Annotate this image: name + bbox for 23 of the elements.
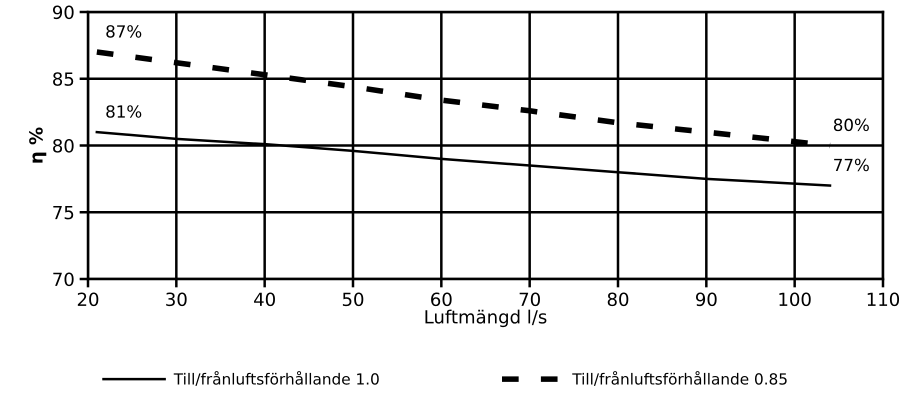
x-tick-label: 100 [779, 292, 811, 306]
data-label: 87% [106, 25, 142, 38]
x-tick-label: 80 [608, 292, 628, 306]
data-label: 77% [834, 158, 869, 172]
y-tick-label: 90 [52, 5, 74, 20]
x-tick-label: 20 [78, 292, 98, 306]
x-tick-label: 50 [342, 292, 364, 306]
y-axis-title: η % [29, 127, 46, 163]
x-axis-title: Luftmängd l/s [425, 310, 546, 328]
y-tick-label: 80 [53, 138, 74, 153]
x-tick-label: 60 [431, 292, 452, 306]
x-tick-label: 110 [868, 292, 900, 306]
x-tick-label: 70 [520, 292, 540, 306]
y-tick-label: 70 [53, 272, 74, 286]
x-tick-label: 40 [254, 292, 275, 306]
x-tick-label: 90 [696, 292, 717, 306]
y-tick-label: 85 [53, 72, 74, 86]
y-tick-label: 75 [53, 206, 74, 220]
data-label: 81% [106, 105, 142, 118]
legend-label: Till/frånluftsförhållande 0.85 [572, 371, 787, 386]
legend-label: Till/frånluftsförhållande 1.0 [174, 371, 379, 386]
x-tick-label: 30 [166, 292, 187, 306]
data-label: 80% [834, 118, 869, 132]
